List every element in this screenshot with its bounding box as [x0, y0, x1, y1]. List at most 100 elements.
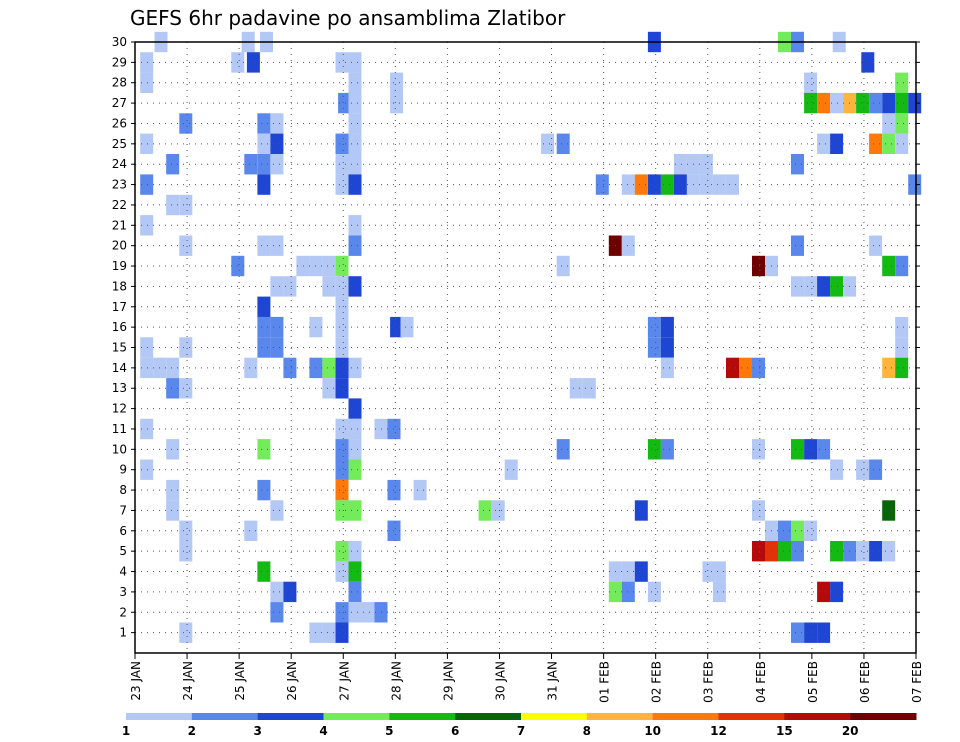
precip-cell [895, 357, 909, 379]
precip-cell [348, 133, 362, 154]
precip-cell [348, 154, 362, 175]
precip-cell [270, 316, 284, 338]
precip-cell [335, 602, 349, 623]
precip-cell [166, 378, 180, 399]
x-tick-label: 29 JAN [441, 661, 455, 701]
precip-cell [335, 500, 349, 521]
precip-cell [634, 561, 648, 582]
precip-cell [804, 72, 818, 93]
precip-cell [895, 316, 909, 338]
precip-cell [830, 459, 844, 480]
y-tick-label: 27 [112, 96, 127, 110]
precip-cell [179, 113, 193, 134]
x-tick-label: 04 FEB [754, 661, 768, 703]
precip-cell [166, 154, 180, 175]
precip-cell [778, 541, 791, 562]
precip-cell [647, 439, 661, 460]
precip-cell [270, 500, 284, 521]
y-tick-label: 14 [112, 361, 127, 375]
precip-cell [140, 52, 154, 73]
precip-cell [895, 255, 909, 277]
precip-cell [726, 174, 739, 195]
precip-cell [348, 52, 362, 73]
precip-cell [595, 174, 609, 195]
colorbar-swatch [455, 713, 522, 720]
precip-cell [335, 154, 349, 175]
precip-cell [335, 459, 349, 480]
x-tick-label: 01 FEB [598, 661, 612, 703]
x-tick-label: 26 JAN [285, 661, 299, 701]
precip-cell [335, 255, 349, 277]
precip-cell [244, 357, 258, 379]
precip-cell [400, 316, 414, 338]
precip-cell [166, 479, 180, 501]
precip-cell [621, 174, 635, 195]
x-tick-label: 06 FEB [858, 661, 872, 703]
precip-cell [869, 133, 883, 154]
precip-cell [335, 133, 349, 154]
precip-cell [335, 52, 349, 73]
precip-cell [804, 439, 818, 460]
colorbar-swatch [389, 713, 456, 720]
precip-cell [348, 581, 362, 603]
precip-cell [582, 378, 596, 399]
precip-cell [791, 154, 804, 175]
precip-cell [322, 622, 336, 643]
precip-cell [338, 92, 352, 114]
precip-cell [647, 337, 661, 358]
x-tick-label: 07 FEB [910, 661, 924, 703]
precip-cell [270, 337, 284, 358]
y-tick-label: 18 [112, 279, 127, 293]
y-tick-label: 24 [112, 157, 127, 171]
colorbar-label: 15 [776, 724, 793, 738]
precip-cell [140, 133, 154, 154]
precip-cell [390, 316, 404, 338]
precip-cell [791, 520, 804, 541]
y-tick-label: 21 [112, 218, 127, 232]
precip-cell [660, 357, 674, 379]
precip-cell [179, 541, 193, 562]
y-tick-label: 9 [119, 463, 127, 477]
precip-cell [726, 357, 739, 379]
precip-cell [791, 622, 804, 643]
y-tick-label: 23 [112, 178, 127, 192]
precip-cell [348, 215, 362, 236]
precip-cell [817, 133, 831, 154]
colorbar-label: 6 [451, 724, 459, 738]
colorbar-swatch [323, 713, 390, 720]
precip-cell [752, 255, 765, 277]
precip-cell [660, 316, 674, 338]
precip-cell [702, 561, 716, 582]
precip-cell [817, 581, 831, 603]
precip-cell [257, 439, 271, 460]
precip-cell [895, 92, 909, 114]
precip-cell [244, 520, 258, 541]
precip-cell [296, 255, 310, 277]
precip-cell [140, 337, 154, 358]
precip-cell [140, 418, 154, 440]
precip-cell [179, 235, 193, 256]
precip-cell [673, 154, 687, 175]
precip-cell [569, 378, 583, 399]
precip-cell [335, 337, 349, 358]
precip-cell [504, 459, 518, 480]
precip-cell [778, 520, 791, 541]
x-tick-label: 05 FEB [806, 661, 820, 703]
colorbar-label: 8 [583, 724, 591, 738]
precip-cell [335, 276, 349, 297]
colorbar: 1 2 3 4 5 6 7 8 10 12 15 20 [122, 713, 917, 738]
precip-cell [712, 174, 726, 195]
precip-cell [895, 133, 909, 154]
y-tick-label: 22 [112, 198, 127, 212]
precip-cell [348, 500, 362, 521]
y-tick-label: 8 [119, 483, 127, 497]
x-tick-label: 25 JAN [233, 661, 247, 701]
colorbar-label: 1 [122, 724, 130, 738]
x-tick-label: 24 JAN [181, 661, 195, 701]
precip-cell [283, 581, 297, 603]
precip-cell [166, 500, 180, 521]
precip-cell [541, 133, 555, 154]
x-tick-label: 30 JAN [493, 661, 507, 701]
precip-cell [621, 581, 635, 603]
precip-cell [270, 133, 284, 154]
